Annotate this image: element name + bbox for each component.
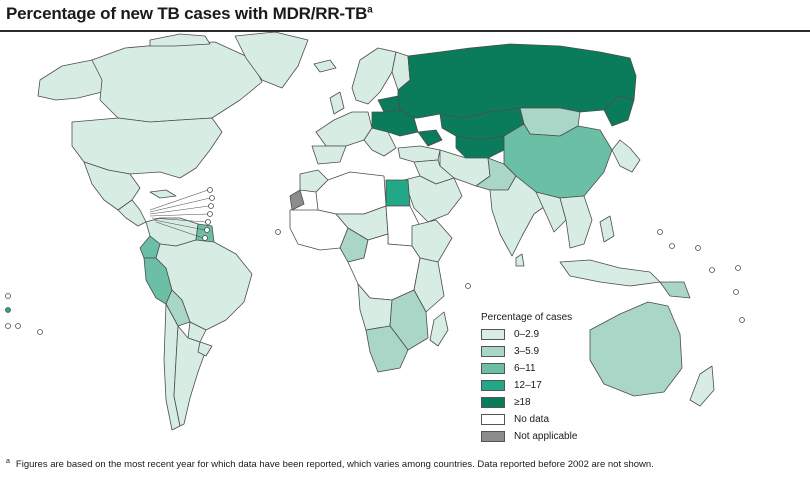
footnote: a Figures are based on the most recent ye…: [6, 458, 654, 470]
region-uk: [329, 91, 345, 115]
island-marker: [208, 203, 214, 209]
title-text: Percentage of new TB cases with MDR/RR-T…: [6, 4, 368, 23]
region-se-asia: [559, 195, 593, 249]
map-legend: Percentage of cases 0–2.9 3–5.9 6–11 12–…: [481, 312, 577, 445]
region-korea-japan: [611, 139, 641, 173]
legend-item: 0–2.9: [481, 326, 577, 343]
region-india: [489, 175, 549, 257]
island-marker: [15, 323, 21, 329]
legend-item: 3–5.9: [481, 343, 577, 360]
island-marker: [735, 265, 741, 271]
region-russia: [397, 43, 637, 119]
region-scandinavia: [351, 47, 397, 105]
region-indonesia: [559, 259, 661, 287]
legend-item: No data: [481, 411, 577, 428]
title-footnote-marker: a: [367, 4, 373, 16]
island-marker: [205, 219, 211, 225]
legend-label: 3–5.9: [514, 346, 540, 357]
island-marker: [5, 323, 11, 329]
legend-label: Not applicable: [514, 431, 578, 442]
island-marker: [207, 211, 213, 217]
island-marker: [709, 267, 715, 273]
island-marker: [37, 329, 43, 335]
island-marker: [204, 227, 210, 233]
region-kamchatka-east: [603, 95, 635, 127]
region-madagascar: [429, 311, 449, 347]
island-marker: [657, 229, 663, 235]
legend-label: No data: [514, 414, 550, 425]
footnote-text: Figures are based on the most recent yea…: [15, 459, 654, 471]
legend-swatch: [481, 414, 505, 425]
island-marker: [669, 243, 675, 249]
island-marker: [695, 245, 701, 251]
region-argentina: [173, 325, 207, 427]
region-australia: [589, 301, 683, 397]
region-greenland: [234, 32, 309, 89]
region-papua: [659, 281, 691, 299]
legend-label: 0–2.9: [514, 329, 540, 340]
region-iceland: [313, 59, 337, 73]
island-marker: [5, 307, 11, 313]
region-central-asia: [455, 135, 505, 159]
region-baltics: [377, 95, 401, 113]
legend-swatch: [481, 363, 505, 374]
legend-swatch: [481, 397, 505, 408]
island-marker: [465, 283, 471, 289]
legend-title: Percentage of cases: [481, 312, 573, 323]
island-marker: [5, 293, 11, 299]
legend-item: 6–11: [481, 360, 577, 377]
region-western-europe: [315, 111, 373, 147]
leader-line: [149, 189, 211, 239]
region-caucasus: [417, 129, 443, 147]
footnote-marker: a: [6, 458, 10, 465]
page-title: Percentage of new TB cases with MDR/RR-T…: [6, 4, 373, 24]
region-philippines: [599, 215, 615, 243]
island-marker: [209, 195, 215, 201]
legend-swatch: [481, 329, 505, 340]
region-new-zealand: [689, 365, 715, 407]
island-marker: [739, 317, 745, 323]
island-marker: [275, 229, 281, 235]
region-western-sahara: [289, 189, 305, 211]
legend-item: Not applicable: [481, 428, 577, 445]
world-map: [5, 32, 745, 431]
region-myanmar: [535, 191, 567, 233]
region-egypt: [385, 179, 411, 207]
region-canada: [91, 41, 263, 123]
region-arctic-islands: [149, 33, 211, 47]
legend-label: ≥18: [514, 397, 531, 408]
legend-item: 12–17: [481, 377, 577, 394]
legend-label: 6–11: [514, 363, 536, 374]
region-turkey: [397, 145, 441, 163]
region-southern-africa: [365, 325, 409, 373]
region-iberia: [311, 145, 347, 165]
region-arabia: [403, 175, 463, 223]
legend-label: 12–17: [514, 380, 542, 391]
legend-swatch: [481, 380, 505, 391]
island-marker: [202, 235, 208, 241]
region-uruguay: [197, 341, 213, 357]
legend-item: ≥18: [481, 394, 577, 411]
island-marker: [733, 289, 739, 295]
island-marker: [207, 187, 213, 193]
title-rule: [0, 30, 810, 32]
legend-swatch: [481, 431, 505, 442]
region-sri-lanka: [515, 253, 525, 267]
legend-swatch: [481, 346, 505, 357]
region-brazil: [155, 239, 253, 331]
region-cuba: [149, 189, 177, 199]
